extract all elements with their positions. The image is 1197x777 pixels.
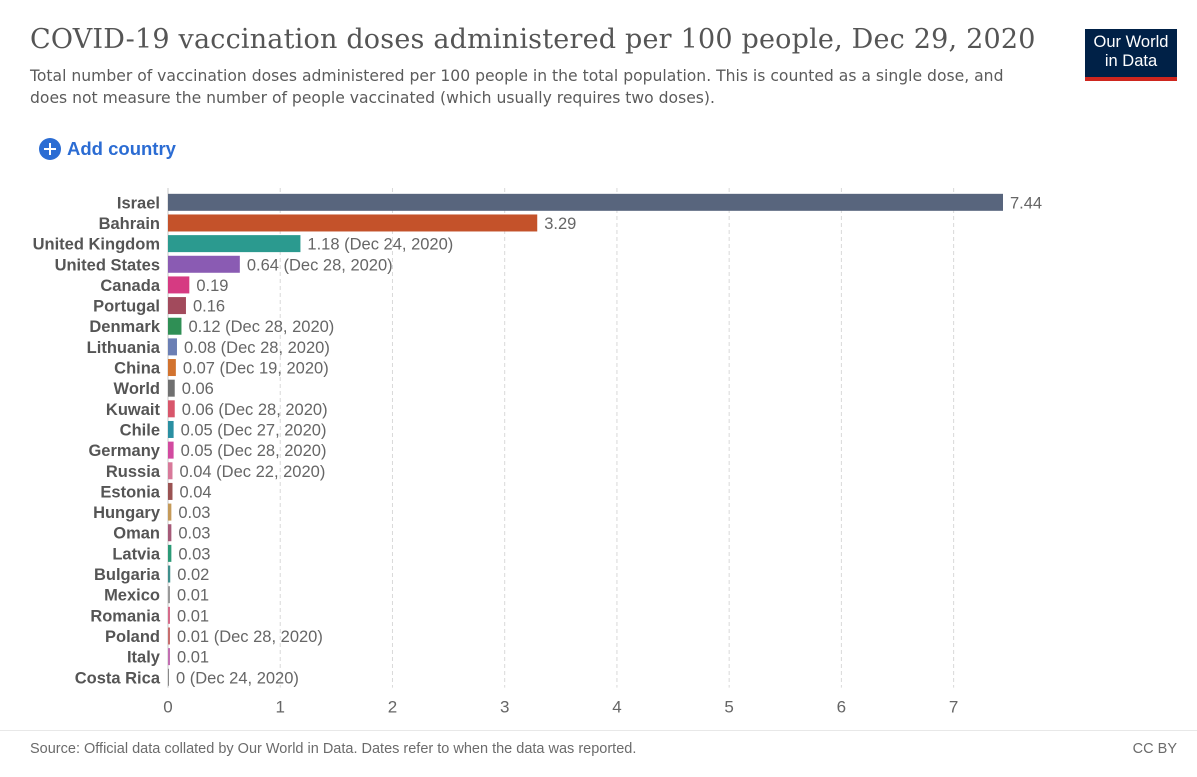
bar-hungary: [168, 503, 172, 521]
category-label: Kuwait: [106, 401, 161, 419]
category-label: Hungary: [93, 504, 161, 522]
footer-divider: [0, 730, 1197, 731]
add-country-button[interactable]: Add country: [39, 136, 176, 162]
category-label: Romania: [90, 607, 161, 625]
x-tick-label: 4: [612, 698, 621, 717]
value-label: 1.18 (Dec 24, 2020): [307, 236, 453, 254]
value-label: 0.04 (Dec 22, 2020): [179, 463, 325, 481]
bar-romania: [168, 606, 170, 624]
bar-chart: 0 1 2 3 4 5 6 7 Israel 7.44 Bahrain 3.29 United King…: [33, 188, 1042, 717]
value-label: 0.03: [178, 525, 210, 543]
bar-portugal: [168, 297, 186, 315]
value-label: 0.01: [177, 607, 209, 625]
value-label: 0.07 (Dec 19, 2020): [183, 360, 329, 378]
value-label: 0.06 (Dec 28, 2020): [182, 401, 328, 419]
category-label: China: [114, 360, 161, 378]
category-label: Lithuania: [87, 339, 161, 357]
bar-bahrain: [168, 214, 538, 232]
bar-lithuania: [168, 338, 177, 356]
value-label: 0.04: [179, 483, 211, 501]
value-label: 0.16: [193, 298, 225, 316]
add-country-label: Add country: [67, 138, 176, 159]
x-tick-label: 1: [275, 698, 284, 717]
bar-israel: [168, 193, 1003, 211]
category-label: Oman: [113, 525, 160, 543]
bar-bulgaria: [168, 565, 171, 583]
category-label: United States: [55, 256, 160, 274]
category-label: Russia: [106, 463, 161, 481]
value-label: 0.05 (Dec 27, 2020): [181, 421, 327, 439]
bar-china: [168, 359, 176, 377]
category-label: Italy: [127, 649, 161, 667]
category-label: Costa Rica: [75, 669, 161, 687]
bar-germany: [168, 441, 174, 459]
x-tick-label: 0: [163, 698, 172, 717]
bar-mexico: [168, 586, 170, 604]
category-label: Poland: [105, 628, 160, 646]
bar-estonia: [168, 482, 173, 500]
value-label: 0.01 (Dec 28, 2020): [177, 628, 323, 646]
value-label: 0.12 (Dec 28, 2020): [188, 318, 334, 336]
category-label: Chile: [120, 421, 160, 439]
category-label: Latvia: [112, 545, 161, 563]
value-label: 0.03: [178, 545, 210, 563]
value-label: 0.01: [177, 587, 209, 605]
bar-denmark: [168, 317, 182, 335]
bar-united-states: [168, 255, 240, 273]
chart-subtitle: Total number of vaccination doses admini…: [30, 67, 1004, 107]
value-label: 0.03: [178, 504, 210, 522]
category-label: Denmark: [89, 318, 160, 336]
source-note: Source: Official data collated by Our Wo…: [30, 741, 637, 757]
value-label: 7.44: [1010, 194, 1042, 212]
category-label: Estonia: [100, 483, 160, 501]
value-label: 0 (Dec 24, 2020): [176, 669, 299, 687]
x-tick-label: 5: [724, 698, 733, 717]
owid-logo[interactable]: Our World in Data: [1085, 29, 1177, 81]
bar-chile: [168, 420, 174, 438]
value-label: 0.08 (Dec 28, 2020): [184, 339, 330, 357]
category-label: United Kingdom: [33, 236, 160, 254]
category-label: Canada: [100, 277, 160, 295]
x-tick-label: 6: [837, 698, 846, 717]
bar-russia: [168, 462, 173, 480]
license-link[interactable]: CC BY: [1132, 741, 1177, 757]
category-label: Germany: [88, 442, 160, 460]
bar-kuwait: [168, 400, 175, 418]
category-label: Mexico: [104, 587, 160, 605]
x-tick-label: 7: [949, 698, 958, 717]
value-label: 0.01: [177, 649, 209, 667]
value-label: 3.29: [544, 215, 576, 233]
logo-line-1: Our World: [1093, 33, 1169, 51]
category-label: Bahrain: [99, 215, 160, 233]
bar-oman: [168, 524, 172, 542]
bar-united-kingdom: [168, 235, 301, 253]
bar-costa-rica: [168, 668, 169, 686]
x-tick-label: 2: [388, 698, 397, 717]
category-label: Portugal: [93, 298, 160, 316]
x-tick-label: 3: [500, 698, 509, 717]
value-label: 0.05 (Dec 28, 2020): [181, 442, 327, 460]
category-label: Bulgaria: [94, 566, 161, 584]
bar-canada: [168, 276, 190, 294]
category-label: World: [114, 380, 160, 398]
bar-latvia: [168, 544, 172, 562]
value-label: 0.64 (Dec 28, 2020): [247, 256, 393, 274]
logo-line-2: in Data: [1104, 52, 1158, 70]
value-label: 0.02: [177, 566, 209, 584]
bar-italy: [168, 648, 170, 666]
plus-circle-icon: [39, 138, 61, 160]
value-label: 0.06: [182, 380, 214, 398]
category-label: Israel: [117, 194, 160, 212]
value-label: 0.19: [196, 277, 228, 295]
bar-world: [168, 379, 175, 397]
chart-title: COVID-19 vaccination doses administered …: [30, 24, 1036, 55]
bar-poland: [168, 627, 170, 645]
